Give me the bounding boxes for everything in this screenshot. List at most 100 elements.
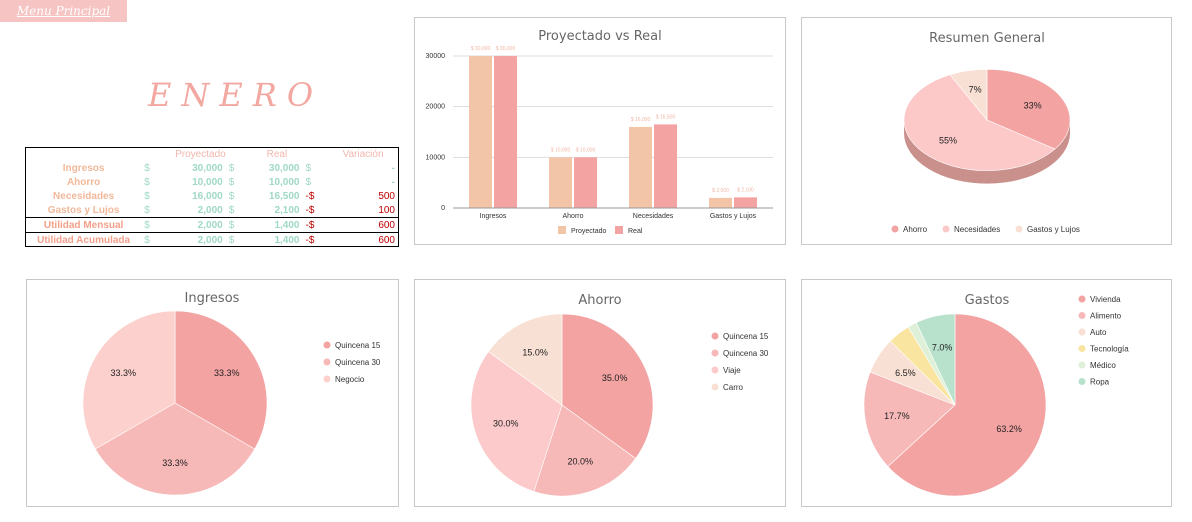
bar-data-label: $ 10,000 [576, 147, 596, 153]
currency-symbol: $ [144, 176, 150, 188]
pie-slice [915, 313, 956, 406]
legend-label: Viaje [723, 366, 741, 375]
projected-value: 16,000 [192, 190, 223, 202]
summary-row: Gastos y Lujos $2,000 $2,100 -$ 100 [26, 203, 398, 218]
month-title: ENERO [148, 76, 324, 114]
legend-marker [1078, 378, 1086, 385]
currency-symbol: $ [228, 190, 235, 202]
header-variacion: Variación [342, 149, 384, 160]
pie-slice [533, 404, 637, 497]
pie-slice [561, 313, 654, 459]
pie-data-label: 35.0% [602, 373, 628, 383]
chart-title: Ahorro [578, 293, 621, 308]
summary-row-label: Utilidad Acumulada [26, 232, 142, 247]
variance-value: - [391, 162, 395, 174]
variance-value: 500 [378, 190, 395, 202]
header-real: Real [266, 149, 288, 160]
chart-title: Proyectado vs Real [538, 29, 662, 44]
pie-data-label: 7% [969, 84, 982, 94]
x-tick-label: Ingresos [480, 213, 507, 220]
legend-label: Real [628, 228, 643, 235]
currency-symbol: $ [144, 204, 150, 216]
legend-label: Gastos y Lujos [1027, 225, 1080, 234]
projected-value: 2,000 [197, 204, 223, 216]
legend-label: Proyectado [571, 228, 607, 235]
currency-symbol: $ [144, 162, 150, 174]
summary-row: Utilidad Acumulada $2,000 $1,400 -$ 600 [26, 232, 398, 247]
legend-label: Ropa [1090, 378, 1110, 387]
legend-label: Vivienda [1090, 295, 1121, 304]
chart-ahorro: Ahorro 35.0% 20.0% 30.0% 15.0% Quincena 15 Qui… [414, 279, 786, 507]
legend-marker [1078, 295, 1086, 303]
pie-data-label: 15.0% [522, 347, 548, 357]
pie-slice [986, 69, 1071, 150]
variance-value: - [391, 176, 395, 188]
real-value: 10,000 [268, 176, 300, 188]
legend-swatch [615, 226, 623, 234]
legend-label: Tecnología [1090, 345, 1129, 354]
chart-resumen-general: Resumen General 33% 55% 7% Ahorro Necesidades… [801, 17, 1172, 245]
bar [654, 124, 677, 208]
variance-currency: -$ [302, 232, 329, 247]
currency-symbol: $ [228, 162, 235, 174]
bar [469, 56, 492, 208]
chart-title: Gastos [965, 293, 1010, 308]
y-tick-label: 20000 [426, 104, 446, 111]
variance-currency: $ [305, 176, 312, 188]
legend-swatch [558, 226, 566, 234]
legend-label: Alimento [1090, 312, 1122, 321]
legend-marker [891, 225, 899, 233]
currency-symbol: $ [228, 176, 235, 188]
legend-marker [711, 366, 719, 374]
bar-data-label: $ 16,500 [656, 114, 676, 120]
pie-slice [174, 310, 268, 450]
chart-title: Resumen General [929, 31, 1045, 46]
variance-value: 600 [328, 232, 398, 247]
legend-label: Auto [1090, 328, 1107, 337]
bar [709, 197, 732, 208]
legend-label: Carro [723, 383, 744, 392]
bar [734, 197, 757, 208]
pie-data-label: 55% [939, 135, 957, 145]
pie-data-label: 63.2% [996, 424, 1022, 434]
currency-symbol: $ [144, 190, 150, 202]
legend-marker [323, 341, 331, 349]
pie-data-label: 33.3% [214, 368, 240, 378]
currency-symbol: $ [225, 217, 252, 233]
currency-symbol: $ [141, 232, 167, 247]
legend-label: Quincena 15 [335, 341, 381, 350]
chart-proyectado-vs-real: Proyectado vs Real 0 10000 20000 30000 $ 30,0… [414, 17, 786, 245]
legend-marker [711, 349, 719, 357]
pie-data-label: 33.3% [162, 458, 188, 468]
y-tick-label: 30000 [426, 53, 446, 60]
projected-value: 30,000 [192, 162, 223, 174]
legend-label: Negocio [335, 375, 365, 384]
pie-slice [487, 313, 563, 406]
pie-data-label: 20.0% [568, 456, 594, 466]
projected-value: 2,000 [166, 232, 226, 247]
pie-data-label: 30.0% [493, 418, 519, 428]
pie-slice [903, 74, 1056, 171]
pie-data-label: 6.5% [895, 368, 916, 378]
summary-row: Ahorro $10,000 $10,000 $ - [26, 175, 398, 189]
legend-label: Quincena 30 [335, 358, 381, 367]
legend-label: Necesidades [954, 225, 1000, 234]
legend-marker [711, 383, 719, 391]
currency-symbol: $ [225, 232, 252, 247]
bar-data-label: $ 30,000 [471, 46, 491, 52]
y-tick-label: 0 [441, 205, 445, 212]
summary-row-label: Utilidad Mensual [26, 217, 142, 233]
pie-slice [887, 313, 1047, 497]
menu-principal-button[interactable]: Menu Principal [0, 0, 127, 22]
summary-row: Ingresos $30,000 $30,000 $ - [26, 161, 398, 175]
bar-data-label: $ 30,000 [496, 46, 516, 52]
x-tick-label: Ahorro [562, 213, 583, 220]
chart-gastos: Gastos 63.2% 17.7% 6.5% 7.0% Vivienda Alimento… [801, 279, 1172, 507]
x-tick-label: Necesidades [633, 213, 674, 220]
bar-data-label: $ 10,000 [551, 147, 571, 153]
summary-row-label: Gastos y Lujos [47, 204, 120, 216]
bar [574, 157, 597, 208]
legend-marker [1078, 361, 1086, 369]
pie-data-label: 33% [1024, 101, 1042, 111]
pie-slice [949, 69, 988, 121]
